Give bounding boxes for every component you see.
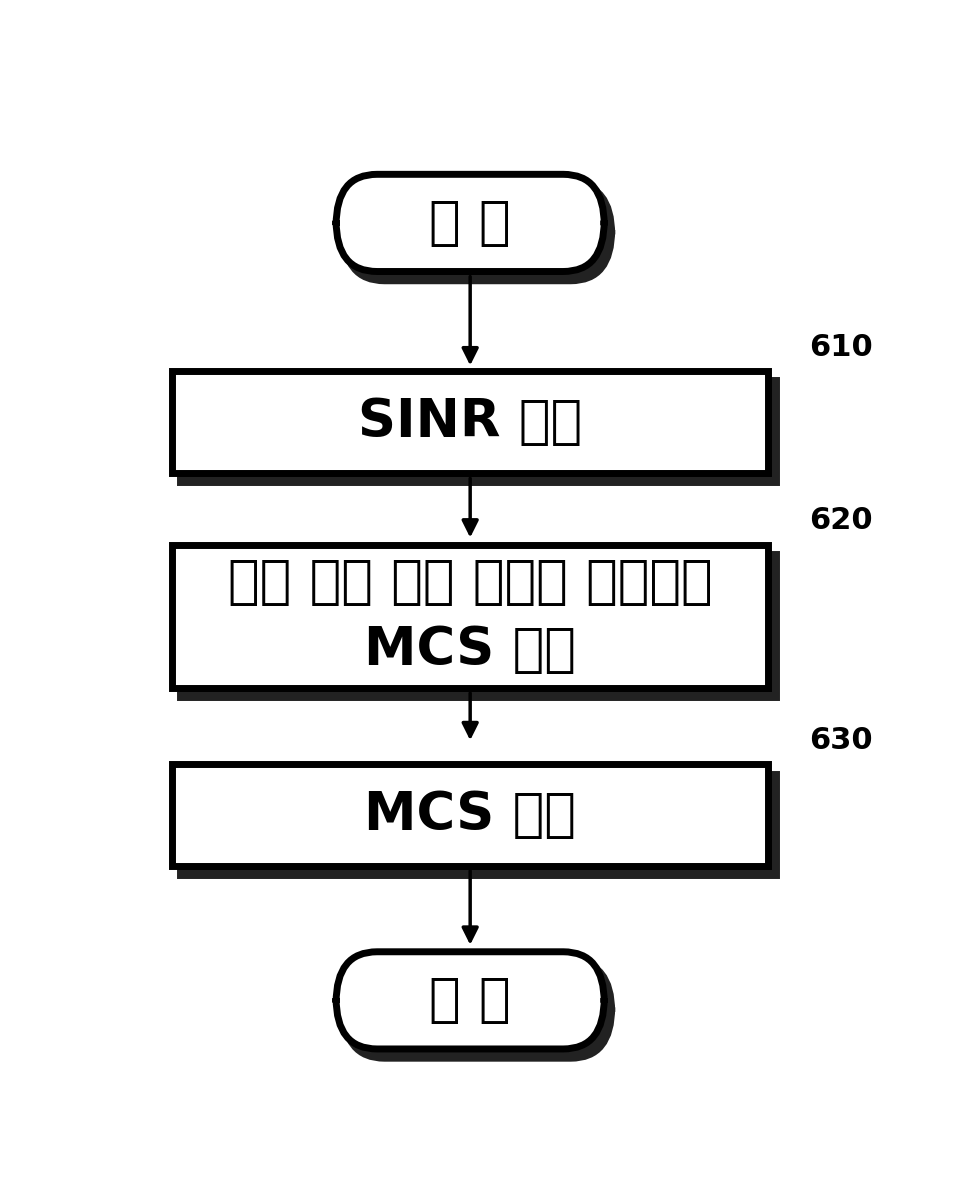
Text: 630: 630 bbox=[809, 726, 873, 755]
Bar bbox=[180, 554, 776, 697]
FancyBboxPatch shape bbox=[336, 174, 604, 272]
FancyBboxPatch shape bbox=[344, 184, 611, 281]
Bar bbox=[172, 545, 768, 688]
Bar bbox=[172, 764, 768, 867]
Text: 인접 셀의 링크 방향에 기반하여
MCS 식별: 인접 셀의 링크 방향에 기반하여 MCS 식별 bbox=[228, 557, 712, 677]
Bar bbox=[180, 774, 776, 875]
FancyBboxPatch shape bbox=[336, 952, 604, 1049]
Text: MCS 전송: MCS 전송 bbox=[364, 790, 576, 841]
FancyBboxPatch shape bbox=[344, 962, 611, 1058]
Text: 시 작: 시 작 bbox=[430, 197, 511, 249]
Text: 종 료: 종 료 bbox=[430, 975, 511, 1027]
Bar bbox=[180, 380, 776, 482]
Text: SINR 식별: SINR 식별 bbox=[358, 395, 582, 448]
Text: 610: 610 bbox=[809, 333, 873, 362]
Bar bbox=[172, 371, 768, 472]
Text: 620: 620 bbox=[809, 506, 873, 535]
